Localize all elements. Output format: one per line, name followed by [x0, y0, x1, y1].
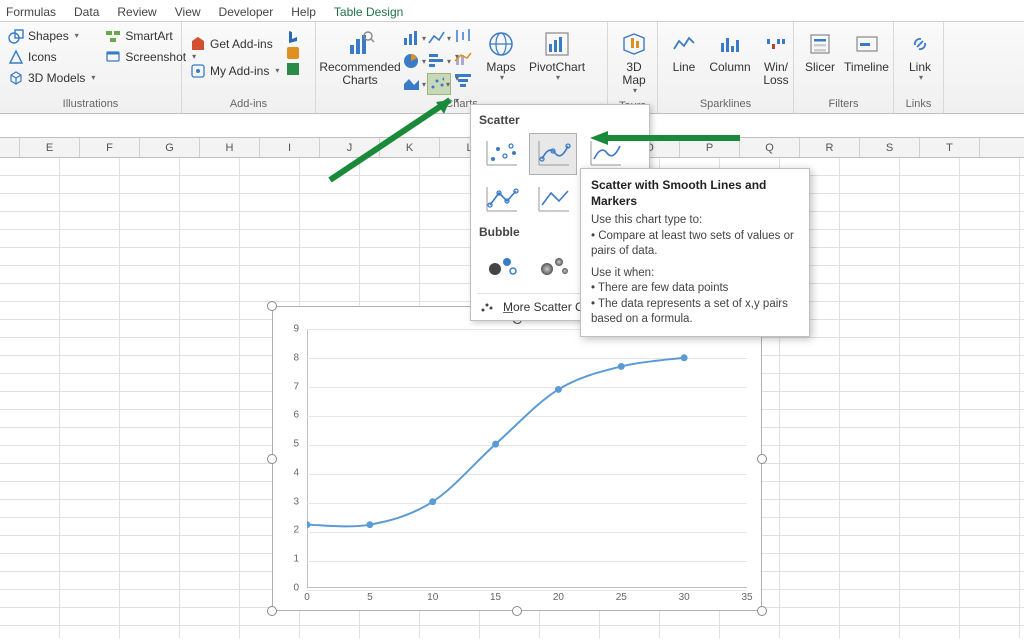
- col-header[interactable]: H: [200, 138, 260, 157]
- smartart-icon: [105, 28, 121, 44]
- chart-type-tooltip: Scatter with Smooth Lines and Markers Us…: [580, 168, 810, 337]
- tab-developer[interactable]: Developer: [219, 5, 274, 19]
- area-chart-button[interactable]: ▾: [402, 73, 426, 95]
- shapes-icon: [8, 28, 24, 44]
- globe-icon: [487, 27, 515, 61]
- rec-charts-icon: [345, 27, 375, 61]
- funnel-chart-button[interactable]: ▾: [453, 71, 477, 93]
- tab-help[interactable]: Help: [291, 5, 316, 19]
- recommended-charts-button[interactable]: Recommended Charts: [320, 25, 400, 89]
- tooltip-title: Scatter with Smooth Lines and Markers: [591, 177, 799, 209]
- bubble-2d[interactable]: [477, 245, 525, 287]
- my-addins-button[interactable]: My Add-ins▾: [186, 60, 283, 81]
- sparkline-column-button[interactable]: Column: [708, 25, 752, 76]
- spark-col-icon: [717, 27, 743, 61]
- line-chart-button[interactable]: ▾: [427, 27, 451, 49]
- spark-line-icon: [671, 27, 697, 61]
- pivotchart-icon: [543, 27, 571, 61]
- col-header[interactable]: T: [920, 138, 980, 157]
- col-header[interactable]: S: [860, 138, 920, 157]
- embedded-chart[interactable]: C 0123456789 05101520253035: [272, 306, 762, 611]
- resize-handle[interactable]: [267, 606, 277, 616]
- shapes-button[interactable]: Shapes▾: [4, 25, 99, 46]
- col-header[interactable]: P: [680, 138, 740, 157]
- icons-button[interactable]: Icons: [4, 46, 99, 67]
- resize-handle[interactable]: [267, 301, 277, 311]
- scatter-straight-markers[interactable]: [477, 179, 525, 221]
- cube-icon: [8, 70, 24, 86]
- maps-button[interactable]: Maps▾: [479, 25, 523, 85]
- group-label-sparklines: Sparklines: [662, 96, 789, 113]
- slicer-button[interactable]: Slicer: [798, 25, 842, 76]
- col-header[interactable]: F: [80, 138, 140, 157]
- sparkline-line-button[interactable]: Line: [662, 25, 706, 76]
- col-header[interactable]: R: [800, 138, 860, 157]
- combo-chart-button[interactable]: ▾: [453, 49, 477, 71]
- timeline-icon: [854, 27, 880, 61]
- group-label-links: Links: [898, 96, 939, 113]
- col-header[interactable]: G: [140, 138, 200, 157]
- more-icon: [479, 300, 495, 314]
- link-icon: [907, 27, 933, 61]
- addins-icon: [190, 63, 206, 79]
- col-header[interactable]: E: [20, 138, 80, 157]
- spark-wl-icon: [763, 27, 789, 61]
- pie-chart-button[interactable]: ▾: [402, 50, 426, 72]
- scatter-heading: Scatter: [479, 113, 641, 127]
- get-addins-button[interactable]: Get Add-ins: [186, 33, 283, 54]
- link-button[interactable]: Link▾: [898, 25, 942, 85]
- group-label-illustrations: Illustrations: [4, 96, 177, 113]
- col-header[interactable]: I: [260, 138, 320, 157]
- people-icon[interactable]: [285, 45, 301, 61]
- slicer-icon: [807, 27, 833, 61]
- group-label-filters: Filters: [798, 96, 889, 113]
- tab-view[interactable]: View: [175, 5, 201, 19]
- x-axis-labels: 05101520253035: [307, 592, 747, 608]
- 3d-models-button[interactable]: 3D Models▾: [4, 67, 99, 88]
- stock-chart-button[interactable]: ▾: [453, 27, 477, 49]
- 3d-map-icon: [620, 27, 648, 61]
- store-icon: [190, 36, 206, 52]
- visio-icon[interactable]: [285, 61, 301, 77]
- bubble-3d[interactable]: [529, 245, 577, 287]
- 3d-map-button[interactable]: 3D Map▾: [612, 25, 656, 98]
- tab-data[interactable]: Data: [74, 5, 99, 19]
- y-axis-labels: 0123456789: [273, 329, 303, 588]
- tab-review[interactable]: Review: [117, 5, 156, 19]
- ribbon-tabs: Formulas Data Review View Developer Help…: [0, 0, 1024, 22]
- icons-icon: [8, 49, 24, 65]
- bing-icon[interactable]: [285, 29, 301, 45]
- tab-table-design[interactable]: Table Design: [334, 5, 403, 19]
- timeline-button[interactable]: Timeline: [844, 25, 889, 76]
- bar-chart-button[interactable]: ▾: [427, 50, 451, 72]
- resize-handle[interactable]: [757, 454, 767, 464]
- col-header[interactable]: Q: [740, 138, 800, 157]
- group-label-addins: Add-ins: [186, 96, 311, 113]
- screenshot-icon: [105, 49, 121, 65]
- resize-handle[interactable]: [757, 606, 767, 616]
- scatter-straight-lines[interactable]: [529, 179, 577, 221]
- scatter-smooth-markers[interactable]: [529, 133, 577, 175]
- ribbon: Shapes▾ Icons 3D Models▾ SmartArt Screen…: [0, 22, 1024, 114]
- plot-area[interactable]: [307, 329, 747, 588]
- sparkline-winloss-button[interactable]: Win/ Loss: [754, 25, 798, 89]
- pivotchart-button[interactable]: PivotChart▾: [525, 25, 589, 85]
- col-header[interactable]: K: [380, 138, 440, 157]
- col-header[interactable]: J: [320, 138, 380, 157]
- column-chart-button[interactable]: ▾: [402, 27, 426, 49]
- scatter-chart-button[interactable]: ▾: [427, 73, 451, 95]
- tab-formulas[interactable]: Formulas: [6, 5, 56, 19]
- scatter-markers-only[interactable]: [477, 133, 525, 175]
